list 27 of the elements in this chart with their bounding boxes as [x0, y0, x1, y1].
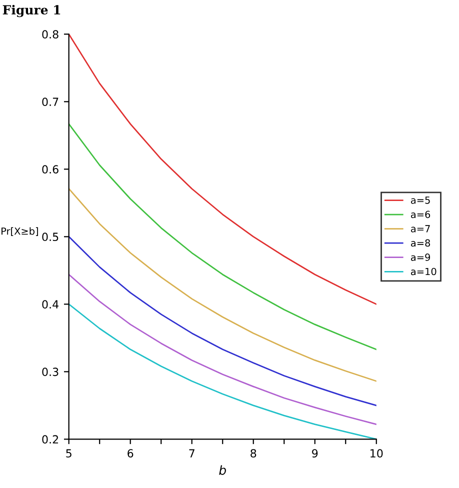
- legend-label: a=10: [410, 268, 436, 276]
- line-series: [68, 236, 376, 406]
- legend-label: a=9: [410, 254, 430, 261]
- x-tick-label: 9: [312, 449, 318, 458]
- x-tick-label: 8: [250, 449, 256, 458]
- x-tick-label: 6: [128, 449, 134, 458]
- chart-title: Figure 1: [2, 4, 60, 18]
- legend-label: a=8: [410, 239, 430, 247]
- y-tick-label: 0.4: [42, 300, 59, 309]
- line-series: [68, 123, 376, 350]
- y-tick-label: 0.3: [42, 368, 58, 376]
- y-tick-label: 0.5: [42, 232, 58, 242]
- y-axis-title: Pr[X≥b]: [2, 227, 38, 236]
- line-series: [68, 188, 376, 382]
- x-tick-label: 5: [66, 449, 72, 458]
- y-tick-label: 0.8: [42, 30, 58, 39]
- y-tick-label: 0.6: [42, 165, 58, 174]
- x-axis-title: b: [219, 465, 226, 475]
- legend-label: a=7: [410, 225, 430, 232]
- line-series: [68, 34, 376, 305]
- y-tick-label: 0.7: [42, 98, 58, 106]
- line-series: [68, 274, 376, 426]
- legend-label: a=5: [410, 196, 430, 204]
- x-tick-label: 7: [189, 449, 194, 458]
- y-tick-label: 0.2: [42, 435, 58, 444]
- legend-label: a=6: [410, 210, 430, 218]
- x-tick-label: 10: [370, 449, 383, 458]
